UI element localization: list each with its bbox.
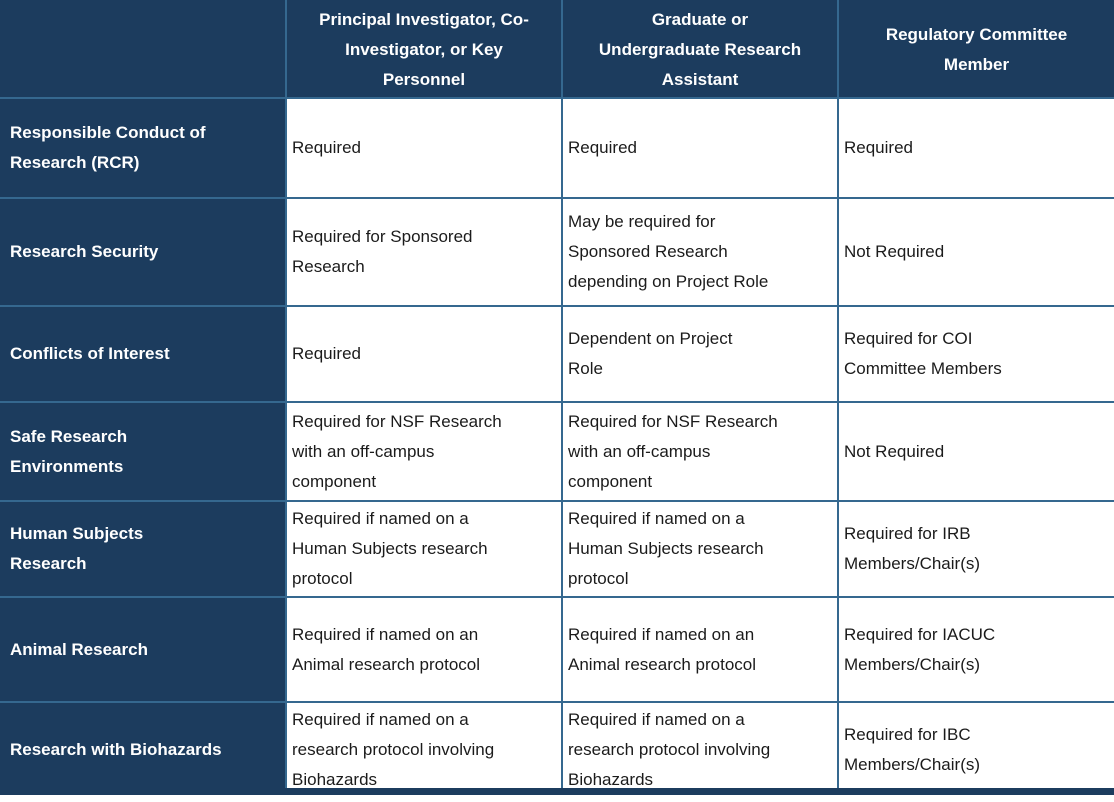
cell: Required for COI Committee Members — [837, 305, 1114, 403]
cell: May be required for Sponsored Research d… — [561, 197, 839, 307]
cell: Required for IRB Members/Chair(s) — [837, 500, 1114, 598]
table-row: Responsible Conduct of Research (RCR) Re… — [0, 97, 1114, 199]
cell: Required if named on an Animal research … — [285, 596, 563, 703]
cell: Required for NSF Research with an off-ca… — [561, 401, 839, 502]
cell: Required for NSF Research with an off-ca… — [285, 401, 563, 502]
row-header-safe-research-environments: Safe Research Environments — [0, 401, 287, 502]
cell: Required if named on a research protocol… — [285, 701, 563, 788]
cell: Required for IACUC Members/Chair(s) — [837, 596, 1114, 703]
table-row: Conflicts of Interest Required Dependent… — [0, 305, 1114, 403]
table-row: Safe Research Environments Required for … — [0, 401, 1114, 502]
table-row: Research Security Required for Sponsored… — [0, 197, 1114, 307]
table-row: Animal Research Required if named on an … — [0, 596, 1114, 703]
row-header-rcr: Responsible Conduct of Research (RCR) — [0, 97, 287, 199]
cell: Required — [837, 97, 1114, 199]
table-row: Research with Biohazards Required if nam… — [0, 701, 1114, 788]
cell: Not Required — [837, 401, 1114, 502]
column-header-research-assistant: Graduate or Undergraduate Research Assis… — [561, 0, 839, 99]
cell: Required for IBC Members/Chair(s) — [837, 701, 1114, 788]
cell: Required if named on a Human Subjects re… — [285, 500, 563, 598]
header-row: Principal Investigator, Co- Investigator… — [0, 0, 1114, 99]
cell: Required if named on an Animal research … — [561, 596, 839, 703]
cell: Required if named on a research protocol… — [561, 701, 839, 788]
cell: Dependent on Project Role — [561, 305, 839, 403]
row-header-research-with-biohazards: Research with Biohazards — [0, 701, 287, 788]
cell: Required if named on a Human Subjects re… — [561, 500, 839, 598]
cell: Required — [285, 97, 563, 199]
corner-cell — [0, 0, 287, 99]
cell: Required — [285, 305, 563, 403]
row-header-conflicts-of-interest: Conflicts of Interest — [0, 305, 287, 403]
row-header-animal-research: Animal Research — [0, 596, 287, 703]
column-header-regulatory-committee: Regulatory Committee Member — [837, 0, 1114, 99]
cell: Required — [561, 97, 839, 199]
row-header-research-security: Research Security — [0, 197, 287, 307]
cell: Required for Sponsored Research — [285, 197, 563, 307]
table-row: Human Subjects Research Required if name… — [0, 500, 1114, 598]
column-header-principal-investigator: Principal Investigator, Co- Investigator… — [285, 0, 563, 99]
cell: Not Required — [837, 197, 1114, 307]
row-header-human-subjects-research: Human Subjects Research — [0, 500, 287, 598]
